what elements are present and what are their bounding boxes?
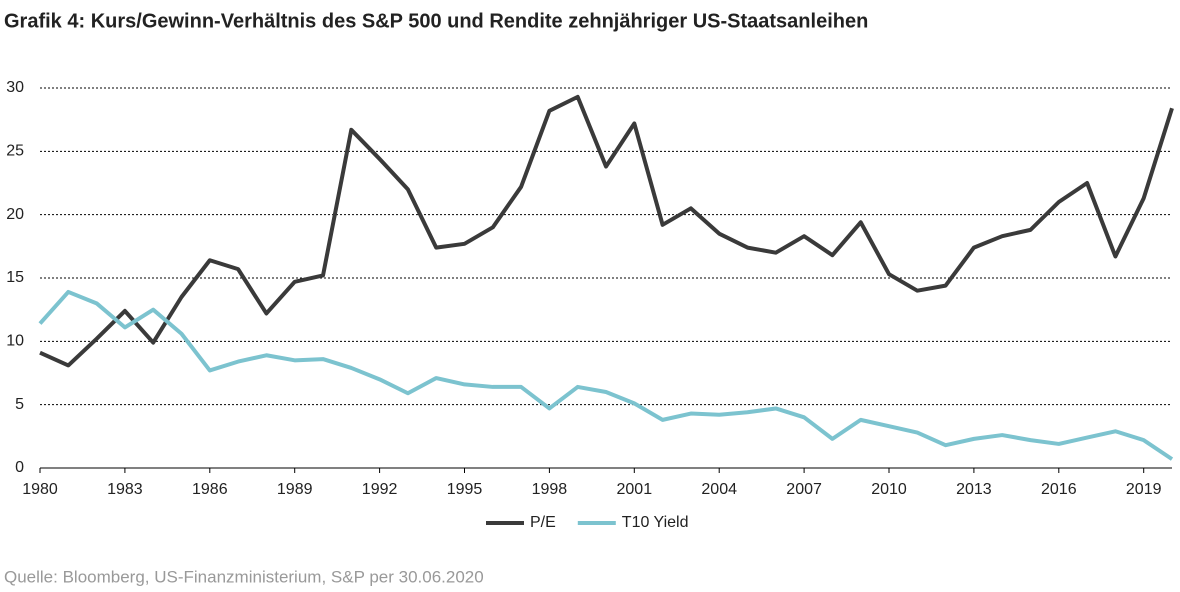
x-tick-label: 1992 xyxy=(362,481,398,498)
x-tick-label: 2001 xyxy=(617,481,653,498)
x-tick-label: 2007 xyxy=(786,481,822,498)
x-tick-label: 2019 xyxy=(1126,481,1162,498)
x-tick-label: 2013 xyxy=(956,481,992,498)
x-tick-label: 1989 xyxy=(277,481,313,498)
y-tick-label: 30 xyxy=(6,79,24,96)
x-tick-label: 1980 xyxy=(22,481,58,498)
x-tick-label: 1983 xyxy=(107,481,143,498)
legend-label: T10 Yield xyxy=(622,514,689,531)
y-tick-label: 15 xyxy=(6,269,24,286)
y-tick-label: 20 xyxy=(6,206,24,223)
legend-label: P/E xyxy=(530,514,556,531)
source-note: Quelle: Bloomberg, US-Finanzministerium,… xyxy=(4,567,484,586)
chart-title: Grafik 4: Kurs/Gewinn-Verhältnis des S&P… xyxy=(4,10,868,32)
x-tick-label: 2010 xyxy=(871,481,907,498)
line-series xyxy=(38,289,1174,461)
x-tick-label: 1995 xyxy=(447,481,483,498)
y-tick-label: 5 xyxy=(15,396,24,413)
y-tick-label: 10 xyxy=(6,333,24,350)
x-tick-label: 2004 xyxy=(701,481,737,498)
y-tick-label: 25 xyxy=(6,143,24,160)
y-tick-label: 0 xyxy=(15,459,24,476)
x-tick-label: 2016 xyxy=(1041,481,1077,498)
x-tick-label: 1998 xyxy=(532,481,568,498)
line-series xyxy=(39,94,1174,368)
x-tick-label: 1986 xyxy=(192,481,228,498)
